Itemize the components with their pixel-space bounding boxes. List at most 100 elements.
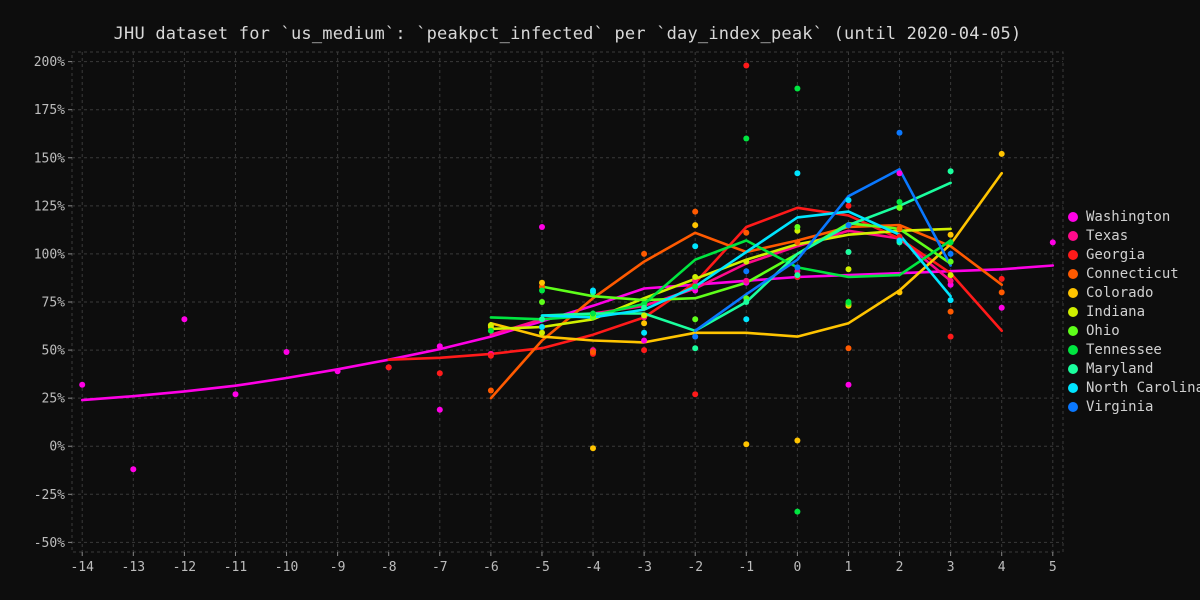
data-point-virginia <box>845 222 852 229</box>
data-point-georgia <box>385 364 392 371</box>
x-tick-label: -12 <box>173 560 196 575</box>
data-point-connecticut <box>692 208 699 215</box>
data-point-washington <box>130 466 137 473</box>
series-line-washington <box>80 264 1055 402</box>
data-point-tennessee <box>539 287 545 294</box>
legend-swatch <box>1068 268 1078 279</box>
data-point-washington <box>641 337 648 344</box>
legend-item: Washington <box>1068 207 1200 226</box>
data-point-tennessee <box>896 199 903 205</box>
legend-swatch <box>1068 383 1078 394</box>
legend-label: Georgia <box>1086 246 1146 263</box>
y-tick-label: 25% <box>42 392 66 407</box>
legend-swatch <box>1068 402 1078 413</box>
data-point-washington <box>845 381 852 388</box>
data-point-north-carolina <box>794 170 801 177</box>
data-point-maryland <box>845 249 852 255</box>
data-point-ohio <box>896 204 903 211</box>
legend-label: Connecticut <box>1086 265 1179 282</box>
y-tick-label: 100% <box>34 247 65 262</box>
data-point-georgia <box>743 62 750 69</box>
legend-swatch <box>1068 326 1078 337</box>
y-tick-label: 200% <box>34 55 65 70</box>
data-point-virginia <box>947 250 954 257</box>
data-point-connecticut <box>947 308 954 315</box>
legend-item: Texas <box>1068 226 1200 245</box>
data-point-colorado <box>896 289 903 296</box>
data-point-washington <box>79 381 86 388</box>
data-point-indiana <box>947 272 954 279</box>
data-point-indiana <box>743 258 750 265</box>
data-point-washington <box>539 224 545 230</box>
legend-label: Indiana <box>1086 304 1146 321</box>
x-tick-label: -9 <box>330 560 346 575</box>
y-tick-label: 125% <box>34 199 65 214</box>
legend-label: Washington <box>1086 208 1171 225</box>
data-point-georgia <box>845 202 852 209</box>
data-point-tennessee <box>845 299 852 305</box>
axes: -14 -13 -12 -11 -10 -9 -8 -7 -6 -5 -4 -3 -2 -1 0 1 2 3 4 5-… <box>34 55 1057 575</box>
data-point-indiana <box>692 274 699 280</box>
y-tick-label: 75% <box>42 296 66 311</box>
data-point-connecticut <box>845 345 852 352</box>
grid-lines <box>71 51 1064 553</box>
legend-label: Maryland <box>1086 361 1154 378</box>
data-point-maryland <box>539 316 545 323</box>
data-point-connecticut <box>998 289 1005 296</box>
legend-item: Connecticut <box>1068 264 1200 283</box>
data-point-maryland <box>641 304 648 311</box>
data-point-texas <box>947 277 954 284</box>
data-point-colorado <box>539 279 545 286</box>
data-point-tennessee <box>794 508 801 515</box>
data-point-colorado <box>794 437 801 444</box>
x-tick-label: -13 <box>122 560 145 575</box>
data-point-washington <box>181 316 188 323</box>
data-point-washington <box>896 170 903 177</box>
x-tick-label: -14 <box>70 560 94 575</box>
series-line-colorado <box>489 171 1003 344</box>
data-point-tennessee <box>590 310 596 317</box>
data-point-virginia <box>743 268 750 275</box>
x-tick-label: -6 <box>483 560 499 575</box>
x-tick-label: -5 <box>534 560 550 575</box>
data-point-indiana <box>539 329 545 336</box>
y-tick-label: -50% <box>34 536 65 551</box>
legend-swatch <box>1068 249 1078 260</box>
legend-label: Virginia <box>1086 399 1154 416</box>
data-point-washington <box>436 406 443 413</box>
x-tick-label: -7 <box>432 560 448 575</box>
legend-label: Ohio <box>1086 323 1120 340</box>
data-point-connecticut <box>794 239 801 246</box>
data-point-washington <box>283 349 290 355</box>
data-point-tennessee <box>947 239 954 246</box>
data-point-tennessee <box>692 283 699 290</box>
data-point-maryland <box>947 168 954 175</box>
data-point-colorado <box>692 222 699 229</box>
data-point-colorado <box>590 445 596 452</box>
data-point-virginia <box>896 129 903 136</box>
x-tick-label: -11 <box>224 560 247 575</box>
series-line-north-carolina <box>540 210 952 319</box>
data-point-washington <box>232 391 239 398</box>
data-point-ohio <box>947 258 954 265</box>
data-point-washington <box>436 343 443 350</box>
x-tick-label: -10 <box>275 560 298 575</box>
data-point-georgia <box>487 352 494 359</box>
data-point-georgia <box>998 275 1005 282</box>
data-point-connecticut <box>743 229 750 236</box>
x-tick-label: 5 <box>1049 560 1057 575</box>
data-point-connecticut <box>896 225 903 232</box>
series-line-tennessee <box>489 239 952 321</box>
legend-item: Georgia <box>1068 245 1200 264</box>
data-point-georgia <box>641 347 648 354</box>
data-point-georgia <box>436 370 443 377</box>
data-point-maryland <box>794 272 801 279</box>
legend-swatch <box>1068 345 1078 356</box>
x-tick-label: -8 <box>381 560 397 575</box>
legend-item: Virginia <box>1068 398 1200 417</box>
data-point-colorado <box>998 150 1005 157</box>
data-point-indiana <box>641 312 648 319</box>
data-point-texas <box>743 277 750 284</box>
x-tick-label: 3 <box>947 560 955 575</box>
